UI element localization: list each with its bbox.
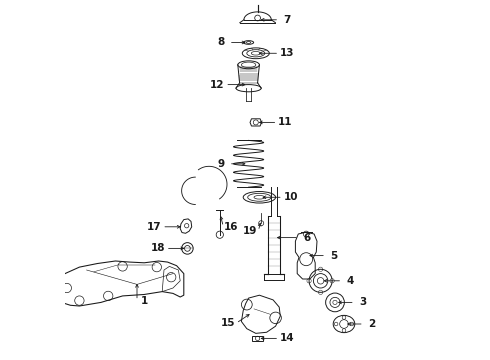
Text: 19: 19: [243, 226, 258, 236]
Text: 2: 2: [368, 319, 375, 329]
Text: 7: 7: [283, 15, 291, 25]
Text: 14: 14: [280, 333, 294, 343]
Text: 18: 18: [150, 243, 165, 253]
Text: 17: 17: [147, 222, 162, 232]
Text: 13: 13: [280, 48, 294, 58]
Text: 10: 10: [284, 192, 298, 202]
Text: 15: 15: [221, 318, 235, 328]
Text: 9: 9: [218, 159, 224, 169]
Text: 1: 1: [141, 296, 148, 306]
Text: 16: 16: [224, 222, 239, 232]
Text: 5: 5: [330, 251, 338, 261]
Text: 8: 8: [217, 37, 224, 48]
Text: 3: 3: [359, 297, 367, 307]
Text: 12: 12: [210, 80, 224, 90]
Text: 11: 11: [278, 117, 293, 127]
Text: 6: 6: [303, 233, 311, 243]
Text: 4: 4: [346, 276, 354, 286]
